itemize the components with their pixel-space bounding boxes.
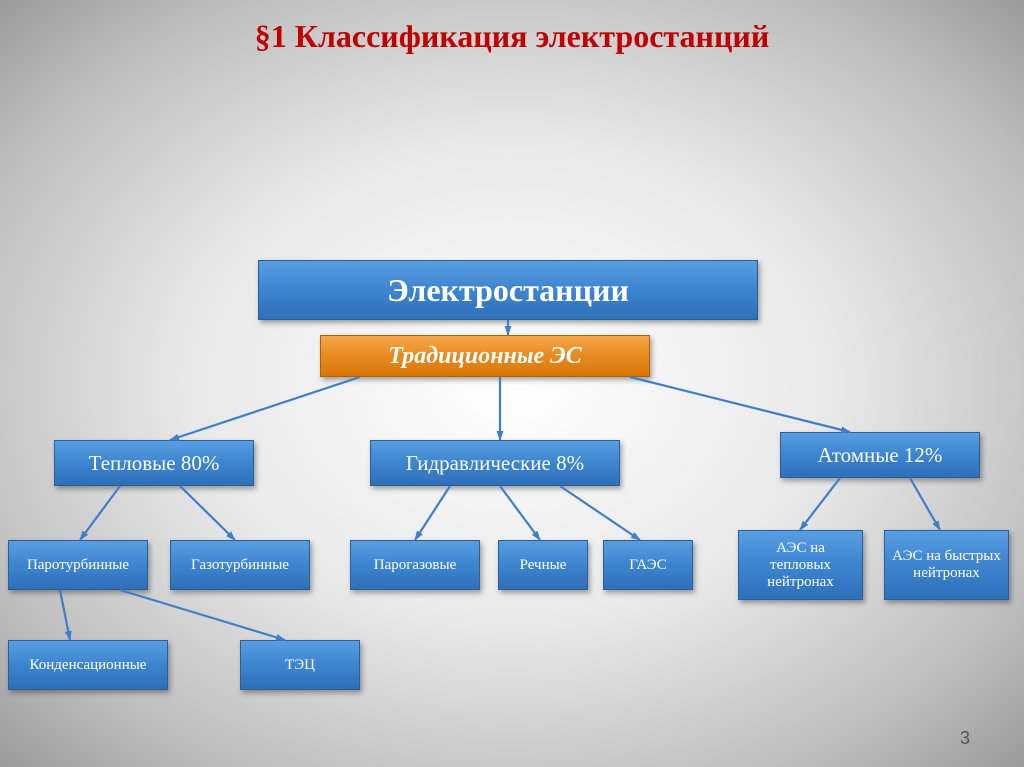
node-aes_t: АЭС на тепловых нейтронах <box>738 530 863 600</box>
node-aes_f: АЭС на быстрых нейтронах <box>884 530 1009 600</box>
node-steam: Паротурбинные <box>8 540 148 590</box>
node-tec: ТЭЦ <box>240 640 360 690</box>
slide: { "title": { "text": "§1 Классификация э… <box>0 0 1024 767</box>
edge-thermal-steam <box>80 486 120 540</box>
edge-hydro-gaes <box>560 486 640 540</box>
edge-steam-cond <box>60 590 70 640</box>
edge-atomic-aes_f <box>910 478 940 530</box>
edge-trad-atomic <box>630 377 850 432</box>
edge-hydro-combi <box>415 486 450 540</box>
edge-atomic-aes_t <box>800 478 840 530</box>
slide-title: §1 Классификация электростанций <box>0 18 1024 55</box>
edge-trad-thermal <box>170 377 360 440</box>
node-root: Электростанции <box>258 260 758 320</box>
node-trad: Традиционные ЭС <box>320 335 650 377</box>
node-combi: Парогазовые <box>350 540 480 590</box>
node-thermal: Тепловые 80% <box>54 440 254 486</box>
node-cond: Конденсационные <box>8 640 168 690</box>
edge-steam-tec <box>120 590 285 640</box>
page-number: 3 <box>960 728 970 749</box>
edge-thermal-gas <box>180 486 235 540</box>
node-gaes: ГАЭС <box>603 540 693 590</box>
edge-hydro-river <box>500 486 540 540</box>
node-hydro: Гидравлические 8% <box>370 440 620 486</box>
node-atomic: Атомные 12% <box>780 432 980 478</box>
node-gas: Газотурбинные <box>170 540 310 590</box>
node-river: Речные <box>498 540 588 590</box>
